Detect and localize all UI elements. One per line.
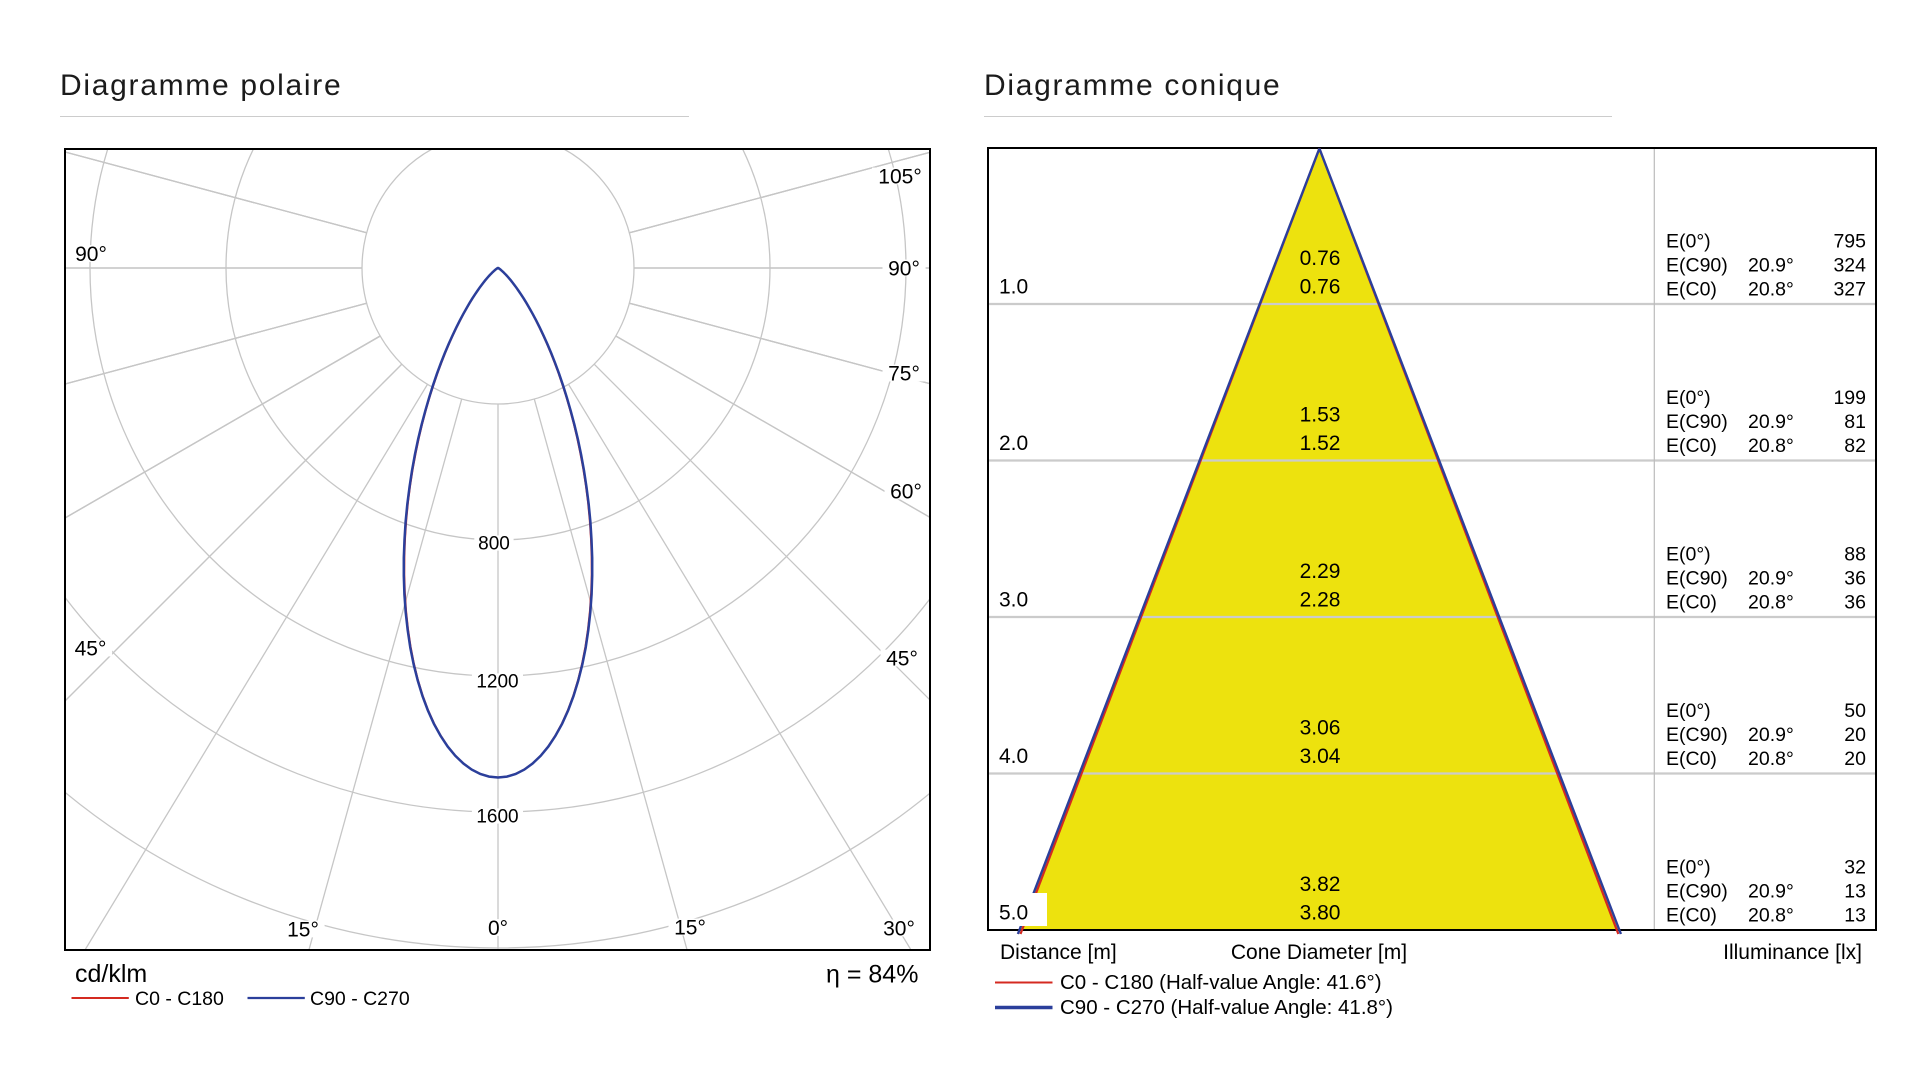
svg-text:20: 20 bbox=[1844, 724, 1866, 746]
svg-text:199: 199 bbox=[1833, 387, 1866, 409]
svg-text:90°: 90° bbox=[75, 243, 107, 266]
svg-text:E(0°): E(0°) bbox=[1666, 700, 1711, 722]
svg-text:3.82: 3.82 bbox=[1300, 873, 1341, 896]
svg-text:3.0: 3.0 bbox=[999, 588, 1028, 611]
svg-text:13: 13 bbox=[1844, 880, 1866, 902]
svg-text:Cone Diameter [m]: Cone Diameter [m] bbox=[1231, 941, 1407, 964]
svg-text:20.8°: 20.8° bbox=[1748, 904, 1794, 926]
svg-text:15°: 15° bbox=[287, 919, 319, 942]
svg-text:1600: 1600 bbox=[476, 807, 518, 828]
svg-text:1.53: 1.53 bbox=[1300, 403, 1341, 426]
svg-text:60°: 60° bbox=[890, 481, 922, 504]
svg-text:1.0: 1.0 bbox=[999, 275, 1028, 298]
svg-text:800: 800 bbox=[478, 534, 510, 555]
svg-text:20.8°: 20.8° bbox=[1748, 278, 1794, 300]
svg-text:20.8°: 20.8° bbox=[1748, 435, 1794, 457]
svg-text:20.9°: 20.9° bbox=[1748, 567, 1794, 589]
svg-text:20.8°: 20.8° bbox=[1748, 591, 1794, 613]
svg-text:30°: 30° bbox=[883, 918, 915, 941]
svg-text:η = 84%: η = 84% bbox=[826, 961, 918, 989]
svg-text:2.0: 2.0 bbox=[999, 432, 1028, 455]
svg-text:cd/klm: cd/klm bbox=[75, 960, 147, 988]
svg-text:E(0°): E(0°) bbox=[1666, 230, 1711, 252]
svg-text:C90 - C270: C90 - C270 bbox=[310, 988, 410, 1010]
svg-text:5.0: 5.0 bbox=[999, 901, 1028, 924]
svg-text:90°: 90° bbox=[888, 258, 920, 281]
svg-text:0°: 0° bbox=[488, 917, 508, 940]
svg-text:20.9°: 20.9° bbox=[1748, 254, 1794, 276]
svg-text:20.9°: 20.9° bbox=[1748, 411, 1794, 433]
svg-text:795: 795 bbox=[1833, 230, 1866, 252]
svg-text:32: 32 bbox=[1844, 856, 1866, 878]
svg-text:3.80: 3.80 bbox=[1300, 901, 1341, 924]
svg-text:327: 327 bbox=[1833, 278, 1866, 300]
svg-text:13: 13 bbox=[1844, 904, 1866, 926]
svg-text:2.29: 2.29 bbox=[1300, 560, 1341, 583]
svg-text:1200: 1200 bbox=[476, 672, 518, 693]
svg-text:E(0°): E(0°) bbox=[1666, 543, 1711, 565]
svg-text:105°: 105° bbox=[878, 166, 921, 189]
svg-text:E(C90): E(C90) bbox=[1666, 254, 1728, 276]
svg-text:75°: 75° bbox=[888, 363, 920, 386]
svg-text:E(C0): E(C0) bbox=[1666, 904, 1717, 926]
svg-text:45°: 45° bbox=[75, 638, 107, 661]
svg-text:45°: 45° bbox=[886, 648, 918, 671]
svg-text:C90 - C270 (Half-value Angle:: C90 - C270 (Half-value Angle: 41.8°) bbox=[1060, 996, 1393, 1019]
svg-text:50: 50 bbox=[1844, 700, 1866, 722]
svg-text:82: 82 bbox=[1844, 435, 1866, 457]
svg-text:3.04: 3.04 bbox=[1300, 745, 1341, 768]
svg-text:C0 - C180: C0 - C180 bbox=[135, 988, 224, 1010]
svg-text:15°: 15° bbox=[674, 917, 706, 940]
svg-text:0.76: 0.76 bbox=[1300, 247, 1341, 270]
svg-text:1.52: 1.52 bbox=[1300, 432, 1341, 455]
svg-text:E(C0): E(C0) bbox=[1666, 748, 1717, 770]
svg-text:E(C0): E(C0) bbox=[1666, 278, 1717, 300]
svg-text:2.28: 2.28 bbox=[1300, 588, 1341, 611]
svg-text:3.06: 3.06 bbox=[1300, 716, 1341, 739]
svg-text:E(C90): E(C90) bbox=[1666, 411, 1728, 433]
svg-text:0.76: 0.76 bbox=[1300, 275, 1341, 298]
svg-text:20.9°: 20.9° bbox=[1748, 724, 1794, 746]
svg-text:E(C0): E(C0) bbox=[1666, 435, 1717, 457]
svg-text:E(C0): E(C0) bbox=[1666, 591, 1717, 613]
svg-text:E(C90): E(C90) bbox=[1666, 880, 1728, 902]
svg-text:20.8°: 20.8° bbox=[1748, 748, 1794, 770]
svg-text:Distance [m]: Distance [m] bbox=[1000, 941, 1117, 964]
svg-text:E(C90): E(C90) bbox=[1666, 724, 1728, 746]
svg-text:E(C90): E(C90) bbox=[1666, 567, 1728, 589]
svg-text:81: 81 bbox=[1844, 411, 1866, 433]
svg-text:324: 324 bbox=[1833, 254, 1866, 276]
svg-text:88: 88 bbox=[1844, 543, 1866, 565]
svg-text:20.9°: 20.9° bbox=[1748, 880, 1794, 902]
svg-text:E(0°): E(0°) bbox=[1666, 856, 1711, 878]
svg-text:4.0: 4.0 bbox=[999, 745, 1028, 768]
svg-text:E(0°): E(0°) bbox=[1666, 387, 1711, 409]
svg-text:C0 - C180 (Half-value Angle: 4: C0 - C180 (Half-value Angle: 41.6°) bbox=[1060, 971, 1382, 994]
svg-text:36: 36 bbox=[1844, 567, 1866, 589]
svg-text:20: 20 bbox=[1844, 748, 1866, 770]
svg-text:Illuminance [lx]: Illuminance [lx] bbox=[1723, 941, 1862, 964]
svg-text:36: 36 bbox=[1844, 591, 1866, 613]
